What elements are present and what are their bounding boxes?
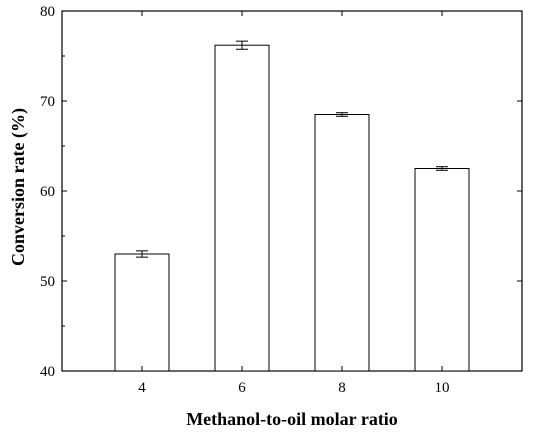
plot-area: 40 50 60 70 80 4 6 8 10	[40, 4, 523, 396]
y-tick-label: 60	[40, 184, 55, 200]
bar-4	[114, 253, 170, 372]
x-tick-label: 4	[138, 380, 146, 396]
bar-8	[314, 114, 370, 372]
x-tick-label: 10	[435, 380, 450, 396]
x-axis-title: Methanol-to-oil molar ratio	[186, 409, 398, 429]
x-tick-label: 8	[338, 380, 346, 396]
y-tick-label: 50	[40, 274, 55, 290]
x-tick-label: 6	[238, 380, 246, 396]
y-tick-label: 80	[40, 4, 55, 20]
y-tick-label: 40	[40, 364, 55, 380]
y-tick-label: 70	[40, 94, 55, 110]
bar-6	[214, 44, 270, 372]
bar-10	[414, 168, 470, 372]
y-axis-title: Conversion rate (%)	[8, 108, 29, 266]
